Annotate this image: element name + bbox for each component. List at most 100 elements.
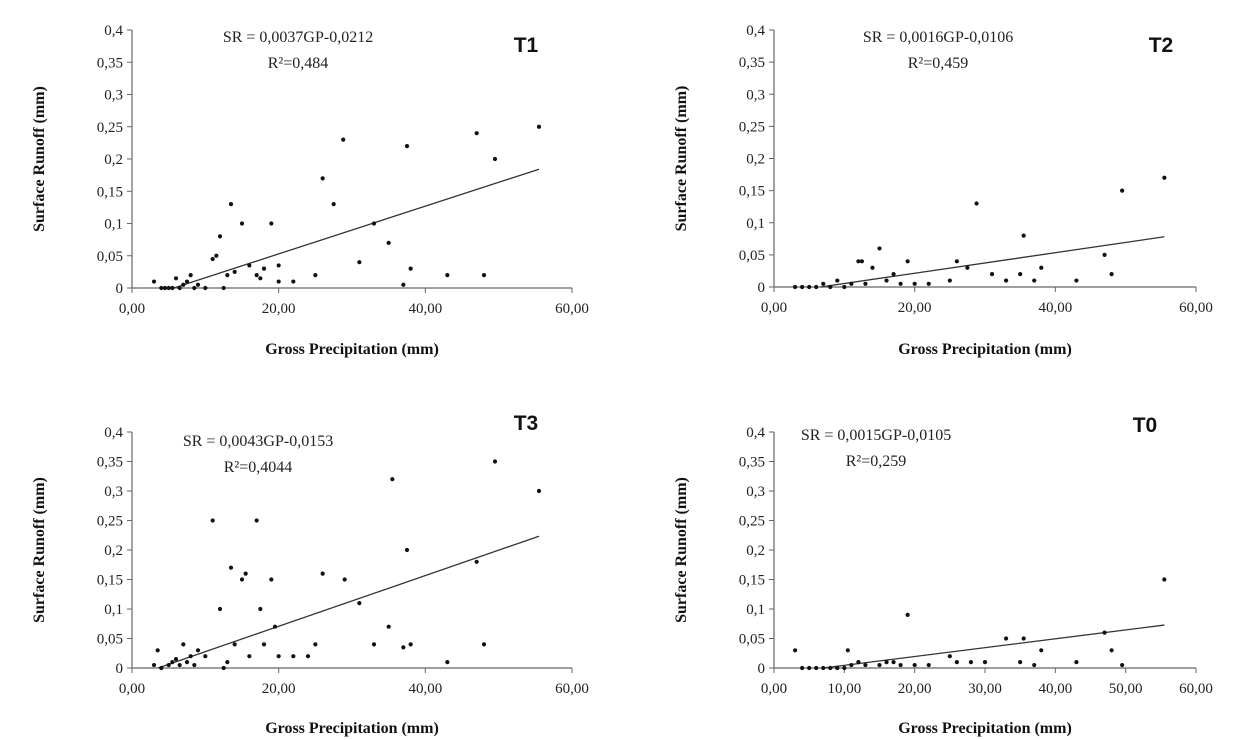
- y-tick-label: 0,1: [104, 217, 123, 233]
- x-tick-label: 40,00: [408, 681, 442, 697]
- data-point: [807, 665, 812, 671]
- data-point: [276, 279, 281, 284]
- chart-panel-t1: 0 0,05 0,1 0,15 0,2 0,25 0,3 0,35 0,4 0,00 20,00 40…: [31, 23, 589, 358]
- data-point: [177, 662, 182, 668]
- y-tick-label: 0,3: [104, 484, 123, 500]
- x-tick-label: 0,00: [761, 300, 787, 316]
- data-point: [320, 571, 325, 576]
- y-tick-label: 0,3: [746, 87, 765, 103]
- data-point: [269, 221, 274, 226]
- data-point: [217, 234, 223, 239]
- data-point: [968, 660, 974, 665]
- data-point: [1109, 648, 1114, 653]
- data-point: [891, 660, 896, 665]
- data-point: [261, 642, 267, 647]
- data-point: [926, 662, 931, 668]
- y-tick-label: 0: [758, 661, 766, 677]
- data-point: [1004, 278, 1009, 283]
- data-point: [1039, 648, 1044, 653]
- data-point: [313, 642, 318, 647]
- x-tick-label: 40,00: [408, 301, 442, 317]
- x-tick-label: 20,00: [262, 681, 296, 697]
- panel-title: T0: [1133, 414, 1158, 437]
- trendline: [823, 624, 1165, 669]
- data-point: [474, 131, 479, 136]
- y-tick-label: 0,15: [739, 184, 765, 200]
- data-point: [371, 221, 377, 226]
- data-point: [210, 256, 215, 262]
- data-point: [184, 660, 190, 665]
- data-point: [1109, 272, 1114, 277]
- data-point: [492, 459, 498, 464]
- data-point: [217, 606, 223, 612]
- r-squared-label: R²=0,459: [908, 55, 969, 72]
- y-tick-label: 0,1: [104, 602, 123, 618]
- panel-title: T2: [1149, 34, 1174, 57]
- data-point: [386, 624, 391, 629]
- y-axis-label: Surface Runoff (mm): [31, 86, 48, 232]
- data-point: [247, 263, 252, 268]
- data-point: [254, 518, 259, 523]
- x-tick-label: 60,00: [1179, 300, 1213, 316]
- data-point: [954, 660, 959, 665]
- data-point: [974, 201, 979, 206]
- data-point: [800, 284, 805, 290]
- data-point: [203, 285, 208, 291]
- data-point: [814, 284, 819, 290]
- x-tick-label: 10,00: [827, 681, 861, 697]
- data-point: [849, 662, 854, 668]
- data-point: [192, 285, 197, 291]
- y-tick-label: 0,15: [97, 184, 123, 200]
- data-point: [320, 176, 325, 181]
- data-point: [856, 259, 861, 264]
- data-point: [1021, 636, 1026, 641]
- data-point: [291, 654, 296, 659]
- data-point: [331, 202, 336, 207]
- data-point: [401, 645, 406, 650]
- data-point: [845, 648, 850, 653]
- chart-panel-t3: 0 0,05 0,1 0,15 0,2 0,25 0,3 0,35 0,4 0,00 20,00 40…: [31, 412, 589, 737]
- data-point: [173, 657, 179, 662]
- data-point: [155, 648, 160, 653]
- data-point: [159, 665, 164, 671]
- data-point: [863, 281, 868, 286]
- data-point: [474, 559, 479, 564]
- data-point: [492, 156, 498, 162]
- data-point: [842, 665, 847, 671]
- data-point: [870, 265, 875, 270]
- data-point: [371, 642, 377, 647]
- data-point: [982, 660, 988, 665]
- data-point: [1004, 636, 1009, 641]
- data-point: [258, 276, 263, 281]
- y-tick-label: 0,3: [104, 88, 123, 104]
- y-tick-label: 0,4: [104, 425, 123, 441]
- data-point: [536, 488, 542, 494]
- data-point: [1102, 630, 1107, 635]
- y-tick-label: 0,25: [97, 120, 123, 136]
- data-point: [170, 660, 175, 665]
- x-tick-label: 0,00: [119, 301, 145, 317]
- data-point: [1120, 662, 1125, 668]
- data-point: [835, 665, 840, 671]
- x-tick-label: 40,00: [1038, 300, 1072, 316]
- data-point: [177, 285, 182, 291]
- data-point: [247, 654, 252, 659]
- r-squared-label: R²=0,259: [846, 453, 907, 470]
- panel-title: T3: [514, 412, 539, 435]
- data-point: [239, 577, 245, 582]
- y-axis-label: Surface Runoff (mm): [673, 477, 690, 623]
- y-tick-label: 0,4: [104, 23, 123, 39]
- data-point: [898, 281, 903, 286]
- y-tick-label: 0,1: [746, 602, 765, 618]
- data-point: [401, 282, 406, 287]
- x-tick-label: 0,00: [761, 681, 787, 697]
- y-tick-label: 0,2: [104, 543, 123, 559]
- y-tick-label: 0,25: [97, 514, 123, 530]
- x-tick-label: 50,00: [1109, 681, 1143, 697]
- y-tick-label: 0: [116, 281, 124, 297]
- data-point: [225, 660, 230, 665]
- trendline: [158, 535, 540, 669]
- y-tick-label: 0,2: [746, 152, 765, 168]
- y-tick-label: 0,15: [97, 573, 123, 589]
